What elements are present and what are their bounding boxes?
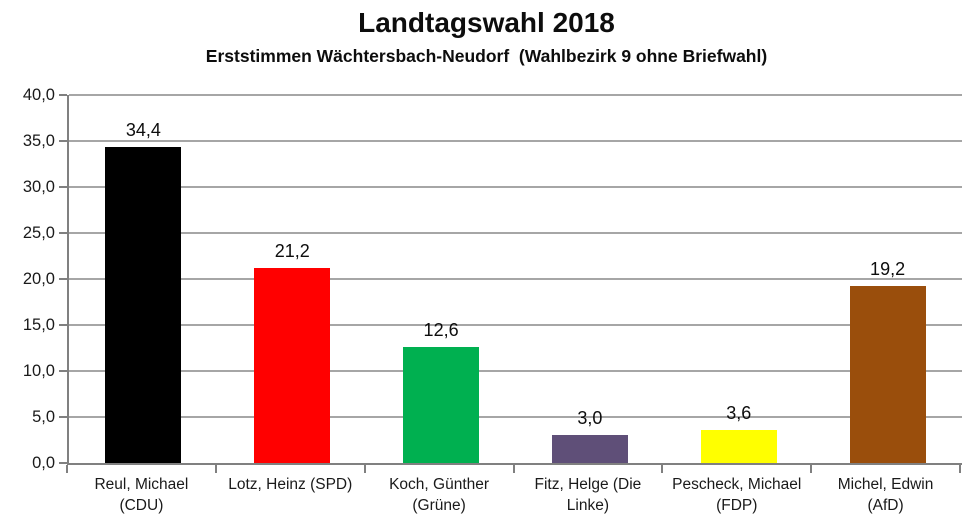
bar-fdp (700, 429, 777, 463)
bar-cdu (105, 146, 182, 463)
bar-value-label: 21,2 (274, 240, 310, 261)
x-axis-tick (214, 465, 217, 473)
x-category-label-text: Michel, Edwin (AfD) (837, 476, 934, 514)
x-category-label-text: Koch, Günther (Grüne) (389, 476, 490, 514)
y-axis-tick (59, 94, 67, 96)
x-axis-tick (512, 465, 515, 473)
x-category-label-text: Fitz, Helge (Die Linke) (534, 476, 642, 514)
y-axis-tick (59, 278, 67, 280)
y-tick-label: 25,0 (22, 224, 55, 242)
y-tick-label: 35,0 (22, 132, 55, 150)
bar-die-linke (551, 435, 628, 463)
bar-value-label: 3,0 (577, 408, 603, 429)
x-axis-tick (66, 465, 68, 473)
bar-value-label: 12,6 (423, 320, 459, 341)
y-tick-label: 30,0 (22, 178, 55, 196)
y-axis-tick (59, 370, 67, 372)
plot-area: 34,4 21,2 12,6 3,0 3,6 19,2 (67, 94, 962, 465)
gridline (69, 370, 962, 372)
x-category-label: Koch, Günther (Grüne) (365, 474, 514, 516)
bar-value-label: 34,4 (125, 119, 161, 140)
x-category-label: Reul, Michael (CDU) (67, 474, 216, 516)
y-tick-label: 15,0 (22, 316, 55, 334)
x-axis-tick (661, 465, 664, 473)
x-category-label: Michel, Edwin (AfD) (811, 474, 960, 516)
y-tick-label: 5,0 (32, 408, 55, 426)
y-tick-label: 0,0 (32, 454, 55, 472)
gridline (69, 416, 962, 418)
bar-value-label: 3,6 (726, 402, 752, 423)
bar-value-label: 19,2 (870, 259, 906, 280)
y-axis-tick (59, 462, 67, 464)
gridline (69, 232, 962, 234)
y-tick-label: 20,0 (22, 270, 55, 288)
gridline (69, 278, 962, 280)
gridline (69, 94, 962, 96)
gridline (69, 140, 962, 142)
x-category-label: Pescheck, Michael (FDP) (662, 474, 811, 516)
x-category-label: Fitz, Helge (Die Linke) (514, 474, 663, 516)
y-axis-tick (59, 416, 67, 418)
bar-grüne (403, 347, 480, 463)
chart-title: Landtagswahl 2018 (358, 7, 615, 38)
y-axis-tick (59, 232, 67, 234)
x-category-label-text: Reul, Michael (CDU) (94, 476, 189, 514)
chart-subtitle: Erststimmen Wächtersbach-Neudorf (Wahlbe… (205, 46, 768, 66)
gridline (69, 186, 962, 188)
x-axis-tick (363, 465, 366, 473)
y-axis-tick (59, 186, 67, 188)
x-category-label-text: Lotz, Heinz (SPD) (228, 476, 353, 493)
x-category-label-text: Pescheck, Michael (FDP) (672, 476, 802, 514)
gridline (69, 324, 962, 326)
x-category-label: Lotz, Heinz (SPD) (216, 474, 365, 495)
y-axis-tick (59, 140, 67, 142)
bar-afd (849, 286, 926, 463)
bar-spd (254, 267, 331, 463)
x-axis-tick (810, 465, 813, 473)
y-axis-tick (59, 324, 67, 326)
y-tick-label: 10,0 (22, 362, 55, 380)
x-axis-tick (959, 465, 961, 473)
y-tick-label: 40,0 (22, 86, 55, 104)
